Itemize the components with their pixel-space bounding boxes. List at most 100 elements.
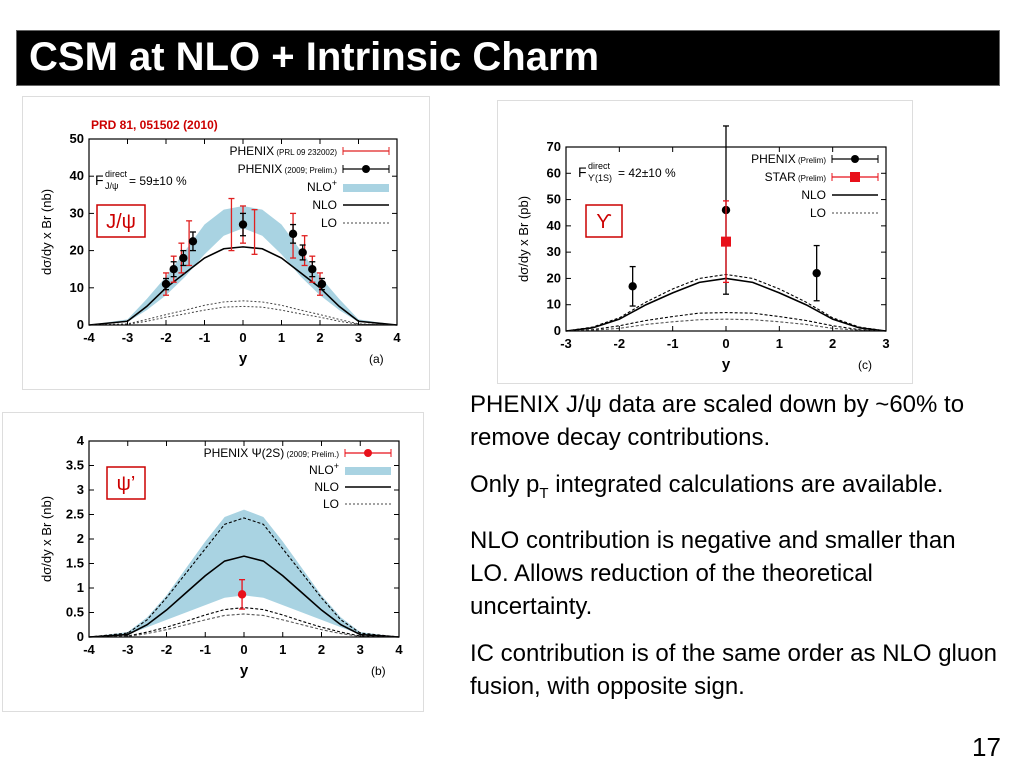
marker xyxy=(179,253,188,263)
series-nloplus-band xyxy=(89,509,399,637)
marker xyxy=(308,265,317,274)
legend-label: STAR (Prelim) xyxy=(765,170,827,184)
x-tick-label: -4 xyxy=(83,330,95,345)
x-tick-label: 0 xyxy=(239,330,246,345)
legend-label: LO xyxy=(810,206,826,220)
legend-main: PHENIX xyxy=(751,152,796,166)
y-tick-label: 70 xyxy=(547,139,561,154)
marker xyxy=(812,268,821,278)
data-point-phenix-prelim xyxy=(179,249,188,267)
bullet-3: NLO contribution is negative and smaller… xyxy=(470,526,956,620)
data-point-phenix-psi2s xyxy=(237,579,247,610)
fraction-subscript: ϒ(1S) xyxy=(588,173,612,183)
y-tick-label: 3.5 xyxy=(66,458,84,473)
y-axis-label: dσ/dy x Br (pb) xyxy=(516,196,531,282)
series-lo-lower-line xyxy=(88,613,400,638)
data-point-phenix-prelim xyxy=(812,244,821,302)
panel-tag: (b) xyxy=(371,664,386,678)
x-tick-label: -3 xyxy=(122,330,134,345)
x-axis-label: y xyxy=(239,350,248,367)
bullet-2-pre: Only p xyxy=(470,471,540,498)
y-tick-label: 0.5 xyxy=(66,605,84,620)
chart-panel-jpsi: -4 -3 -2 -1 0 1 2 3 4 0 10 20 30 40 50 y dσ/dy x Br (nb)… xyxy=(22,96,430,390)
y-tick-label: 0 xyxy=(77,629,84,644)
x-tick-label: -3 xyxy=(122,642,134,657)
legend-sample-marker xyxy=(362,165,370,173)
fraction-subscript: J/ψ xyxy=(105,181,118,191)
x-tick-label: -1 xyxy=(667,336,679,351)
page-number: 17 xyxy=(972,732,1001,762)
legend-label: LO xyxy=(323,497,339,511)
title-bar: CSM at NLO + Intrinsic Charm xyxy=(16,30,1000,86)
x-tick-label: 4 xyxy=(395,642,403,657)
bullet-2-post: integrated calculations are available. xyxy=(548,471,944,498)
legend-sample-band xyxy=(343,184,389,192)
data-point-phenix-prelim xyxy=(628,265,637,307)
series-nlo-upper-line xyxy=(88,517,400,638)
state-label-box xyxy=(106,466,146,500)
legend-main: STAR xyxy=(765,170,796,184)
legend-note: (Prelim) xyxy=(796,174,827,183)
data-point-phenix-prl xyxy=(186,220,193,267)
legend-note: (2009; Prelim.) xyxy=(284,450,339,459)
y-tick-label: 30 xyxy=(547,244,561,259)
y-axis-label: dσ/dy x Br (nb) xyxy=(39,496,54,582)
slide-title: CSM at NLO + Intrinsic Charm xyxy=(29,35,600,79)
x-tick-label: -1 xyxy=(199,642,211,657)
legend-sup: + xyxy=(332,178,337,188)
legend-sample-marker xyxy=(850,172,860,182)
x-tick-label: -2 xyxy=(614,336,626,351)
data-point-phenix-prelim xyxy=(298,244,307,261)
marker xyxy=(237,590,247,599)
legend-main: LO xyxy=(810,206,826,220)
marker xyxy=(188,237,198,246)
x-tick-label: -1 xyxy=(199,330,211,345)
legend-main: NLO xyxy=(307,180,332,194)
y-tick-label: 2.5 xyxy=(66,507,84,522)
fraction-value: = 59±10 % xyxy=(129,174,187,188)
legend-sample-marker xyxy=(851,155,859,163)
y-tick-label: 10 xyxy=(547,297,561,312)
y-tick-label: 50 xyxy=(70,131,84,146)
data-point-phenix-prelim xyxy=(161,277,171,291)
x-tick-label: -2 xyxy=(160,330,172,345)
series-nlo-central-line xyxy=(88,555,400,638)
x-tick-label: 2 xyxy=(318,642,325,657)
data-point-phenix-prelim xyxy=(169,261,178,278)
y-tick-label: 20 xyxy=(70,243,84,258)
marker xyxy=(721,236,731,247)
bullet-2-subscript: T xyxy=(539,484,549,502)
marker xyxy=(288,229,298,239)
legend-note: (2009; Prelim.) xyxy=(282,166,337,175)
legend-label: NLO xyxy=(801,188,826,202)
legend-label: NLO+ xyxy=(307,178,337,194)
bullet-2: Only pT integrated calculations are avai… xyxy=(470,468,1000,510)
bullet-1: PHENIX J/ψ data are scaled down by ~60% … xyxy=(470,391,965,451)
y-tick-label: 1.5 xyxy=(66,556,84,571)
legend-label: PHENIX Ψ(2S) (2009; Prelim.) xyxy=(204,446,340,460)
legend-main: NLO xyxy=(312,198,337,212)
legend-label: PHENIX (PRL 09 232002) xyxy=(229,144,337,158)
y-tick-label: 40 xyxy=(547,218,561,233)
state-label-box xyxy=(585,204,623,238)
legend-main: PHENIX Ψ(2S) xyxy=(204,446,285,460)
legend-label: LO xyxy=(321,216,337,230)
series-lo-upper-line xyxy=(565,312,887,332)
legend-label: PHENIX (Prelim) xyxy=(751,152,826,166)
data-point-phenix-prelim xyxy=(308,261,317,278)
legend-main: PHENIX xyxy=(229,144,274,158)
data-point-phenix-prl xyxy=(251,209,258,255)
y-tick-label: 0 xyxy=(554,323,561,338)
fraction-superscript: direct xyxy=(105,169,128,179)
y-tick-label: 10 xyxy=(70,280,84,295)
marker xyxy=(161,279,171,289)
data-point-phenix-prelim xyxy=(238,212,248,237)
legend-main: NLO xyxy=(801,188,826,202)
y-axis-label: dσ/dy x Br (nb) xyxy=(39,189,54,275)
legend-main: PHENIX xyxy=(238,162,283,176)
bullet-list: PHENIX J/ψ data are scaled down by ~60% … xyxy=(470,388,1000,717)
data-point-phenix-prelim xyxy=(188,231,198,252)
fraction-superscript: direct xyxy=(588,161,611,171)
fraction-value: = 42±10 % xyxy=(618,166,676,180)
x-tick-label: 2 xyxy=(829,336,836,351)
